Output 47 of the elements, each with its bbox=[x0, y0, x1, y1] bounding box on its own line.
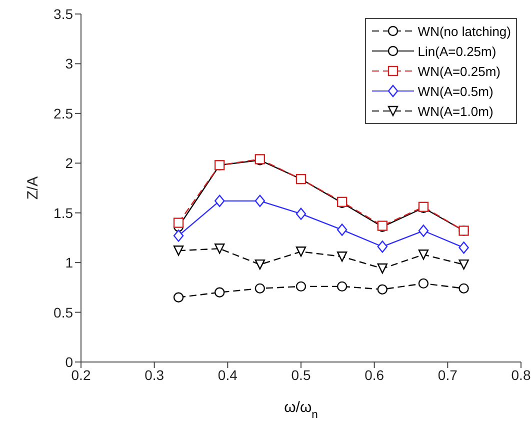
x-tick-label: 0.2 bbox=[71, 366, 91, 383]
y-tick-label: 3.5 bbox=[54, 6, 74, 22]
point bbox=[458, 283, 469, 294]
legend-label: WN(no latching) bbox=[418, 24, 511, 38]
point bbox=[214, 244, 225, 254]
point bbox=[336, 224, 348, 236]
point bbox=[254, 259, 266, 270]
point bbox=[377, 284, 388, 295]
point bbox=[254, 283, 266, 294]
point bbox=[254, 194, 266, 208]
y-tick-label: 1 bbox=[65, 254, 74, 271]
y-tick-label: 2.5 bbox=[54, 105, 74, 122]
point bbox=[418, 250, 429, 260]
x-tick-label: 0.4 bbox=[218, 366, 238, 383]
legend-label: Lin(A=0.25m) bbox=[418, 44, 496, 58]
x-tick-label: 0.5 bbox=[291, 366, 311, 383]
x-tick-label: 0.8 bbox=[511, 366, 531, 383]
y-axis-title: Z/A bbox=[24, 176, 42, 200]
point bbox=[458, 242, 469, 254]
point bbox=[296, 246, 306, 257]
point bbox=[214, 194, 225, 208]
point bbox=[458, 259, 469, 270]
x-axis-title: ω/ω$_{n}$ bbox=[284, 399, 318, 421]
point bbox=[377, 263, 388, 274]
legend-label: WN(A=0.25m) bbox=[418, 64, 501, 78]
y-tick-label: 0 bbox=[65, 354, 74, 370]
legend-label: WN(A=1.0m) bbox=[418, 104, 494, 118]
x-tick-label: 0.7 bbox=[438, 366, 458, 383]
point bbox=[173, 218, 184, 228]
point bbox=[173, 230, 184, 242]
point bbox=[336, 252, 348, 262]
point bbox=[173, 292, 184, 302]
point bbox=[296, 208, 306, 220]
point bbox=[173, 246, 184, 256]
y-tick-label: 1.5 bbox=[54, 204, 74, 221]
x-tick-label: 0.3 bbox=[144, 366, 164, 383]
point bbox=[296, 281, 306, 292]
y-tick-label: 0.5 bbox=[54, 304, 74, 320]
point bbox=[336, 281, 348, 292]
legend-label: WN(A=0.5m) bbox=[418, 84, 494, 98]
point bbox=[214, 287, 225, 298]
y-tick-label: 3 bbox=[65, 56, 74, 72]
point bbox=[377, 240, 388, 253]
y-tick-label: 2 bbox=[65, 155, 74, 172]
point bbox=[418, 278, 429, 289]
x-tick-label: 0.6 bbox=[364, 366, 384, 383]
point bbox=[418, 224, 429, 237]
